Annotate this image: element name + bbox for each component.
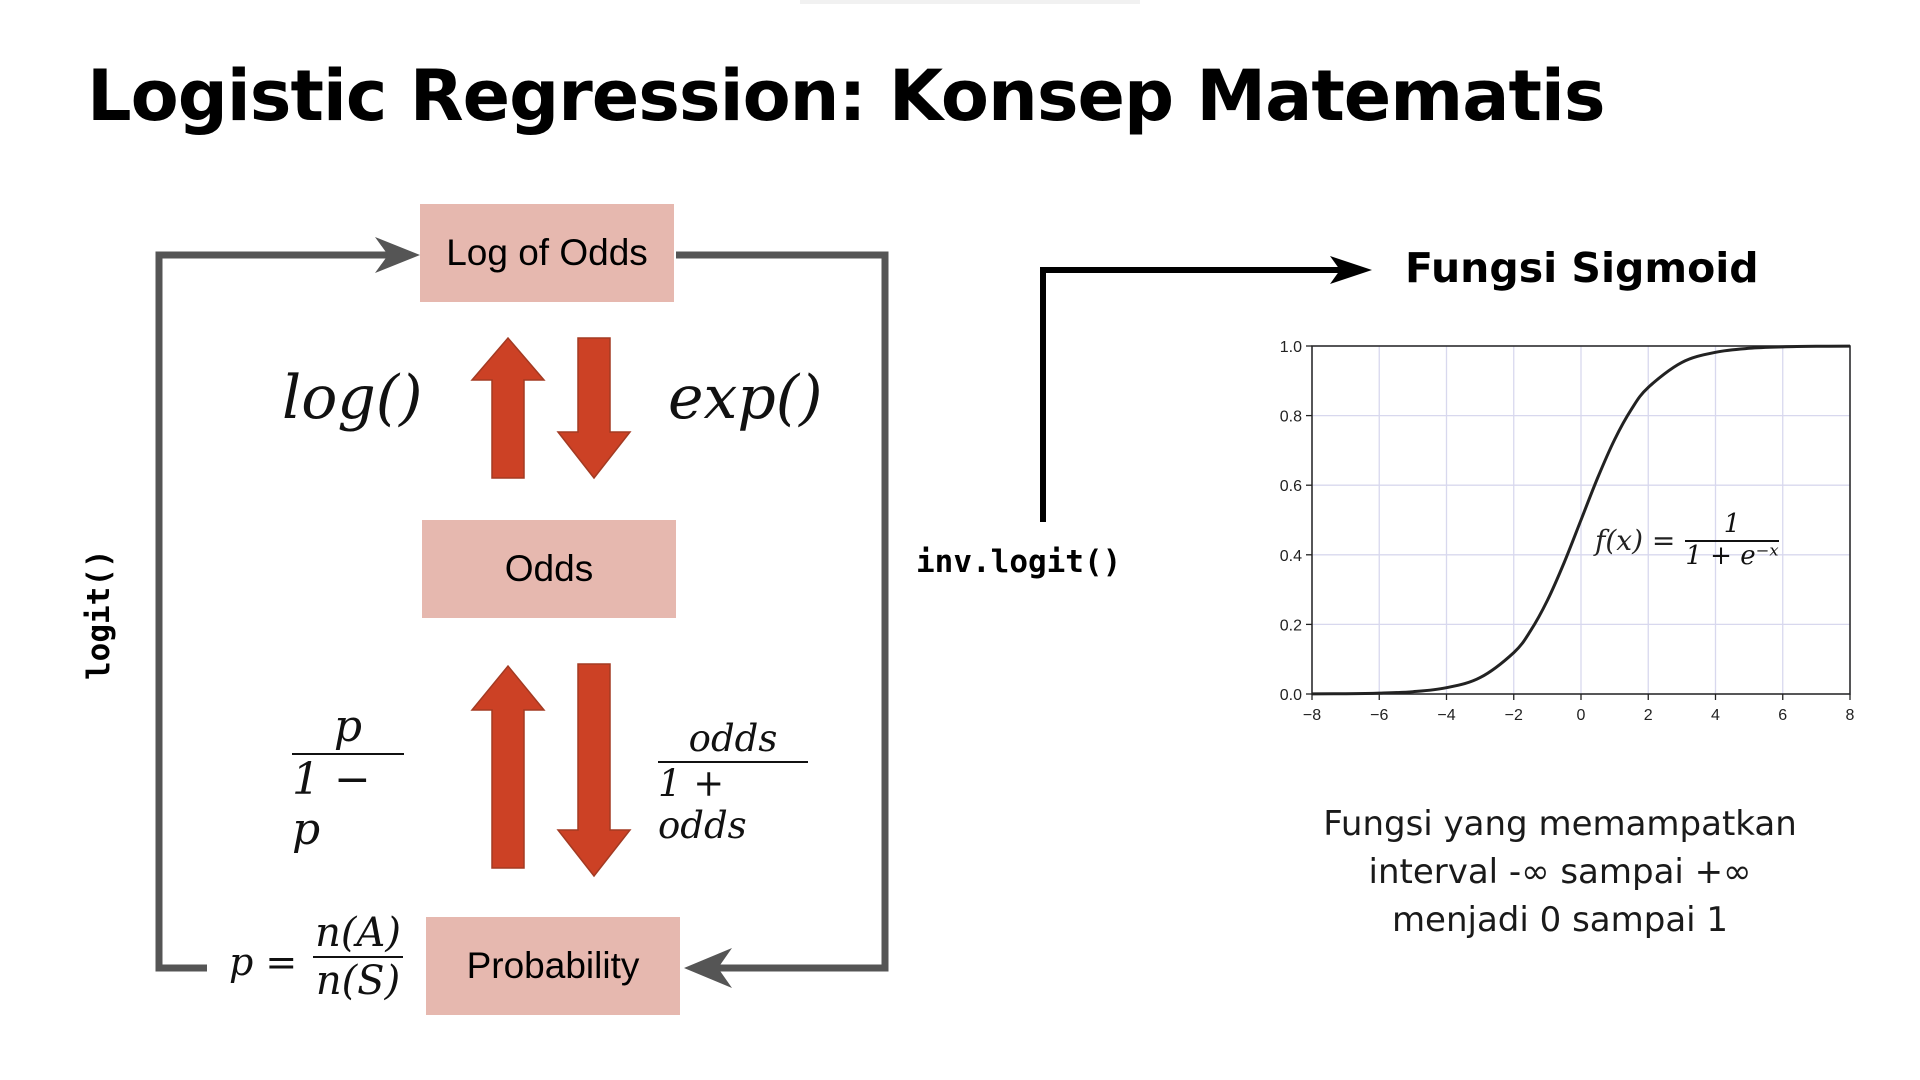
sigmoid-description: Fungsi yang memampatkan interval -∞ samp… (1280, 800, 1840, 944)
sigmoid-title: Fungsi Sigmoid (1405, 244, 1759, 292)
x-tick-label: −2 (1505, 707, 1523, 724)
y-tick-label: 0.0 (1280, 687, 1302, 704)
inv-logit-line (1040, 267, 1340, 522)
exp-function-label: exp() (668, 363, 823, 433)
sigmoid-curve (1311, 344, 1851, 696)
sigmoid-formula-numerator: 1 (1723, 509, 1741, 539)
y-tick-label: 1.0 (1280, 339, 1302, 356)
fraction-bar (292, 752, 404, 755)
fraction-bar (1685, 539, 1779, 542)
fraction-bar (313, 956, 403, 958)
logit-loop-line (155, 251, 400, 972)
y-tick-label: 0.6 (1280, 478, 1302, 495)
x-tick-label: 2 (1644, 707, 1653, 724)
y-tick-label: 0.2 (1280, 617, 1302, 634)
description-line-1: Fungsi yang memampatkan (1323, 804, 1797, 844)
p-definition-formula: n(A) n(S) (313, 910, 403, 1004)
exp-arrow-head (684, 948, 732, 988)
probability-formula: odds 1 + odds (658, 717, 808, 848)
up-arrow-log (470, 336, 546, 479)
sigmoid-formula-denominator: 1 + e⁻ˣ (1685, 540, 1779, 571)
probability-formula-numerator: odds (688, 717, 778, 760)
odds-formula: p 1 − p (292, 701, 404, 856)
description-line-3: menjadi 0 sampai 1 (1391, 900, 1729, 940)
probability-formula-denominator: 1 + odds (658, 761, 747, 848)
p-formula-denominator: n(S) (315, 958, 401, 1004)
down-arrow-prob (556, 663, 632, 878)
y-tick-label: 0.4 (1280, 548, 1302, 565)
logit-arrow-head (375, 237, 420, 273)
down-arrow-exp (556, 337, 632, 480)
x-tick-label: −4 (1437, 707, 1455, 724)
odds-box: Odds (422, 520, 676, 618)
x-tick-label: 6 (1778, 707, 1787, 724)
description-line-2: interval -∞ sampai +∞ (1368, 852, 1752, 892)
y-tick-label: 0.8 (1280, 409, 1302, 426)
probability-box: Probability (426, 917, 680, 1015)
x-tick-label: 8 (1846, 707, 1855, 724)
x-tick-label: 0 (1577, 707, 1586, 724)
logit-label: logit() (81, 549, 117, 680)
inv-logit-label: inv.logit() (916, 544, 1122, 580)
p-equals-label: p = (229, 940, 298, 984)
sigmoid-formula: f(x) = 1 1 + e⁻ˣ (1595, 509, 1779, 572)
log-of-odds-box: Log of Odds (420, 204, 674, 302)
odds-formula-numerator: p (333, 701, 363, 752)
top-edge-bar (800, 0, 1140, 4)
odds-formula-denominator: 1 − p (292, 753, 371, 856)
fraction-bar (658, 760, 808, 763)
sigmoid-chart: −8 −6 −4 −2 0 2 4 6 8 0.0 0.2 0.4 0.6 0.8 1.0 (1280, 339, 1855, 724)
x-tick-label: −8 (1303, 707, 1321, 724)
x-tick-label: 4 (1711, 707, 1720, 724)
p-formula-numerator: n(A) (315, 910, 401, 956)
up-arrow-odds (470, 664, 546, 869)
log-function-label: log() (282, 363, 423, 433)
x-tick-label: −6 (1370, 707, 1388, 724)
sigmoid-formula-fraction: 1 1 + e⁻ˣ (1685, 509, 1779, 572)
exp-loop-line (676, 251, 889, 972)
inv-logit-arrow-head (1330, 256, 1372, 284)
sigmoid-formula-lhs: f(x) = (1595, 524, 1676, 558)
slide-title: Logistic Regression: Konsep Matematis (87, 55, 1606, 137)
